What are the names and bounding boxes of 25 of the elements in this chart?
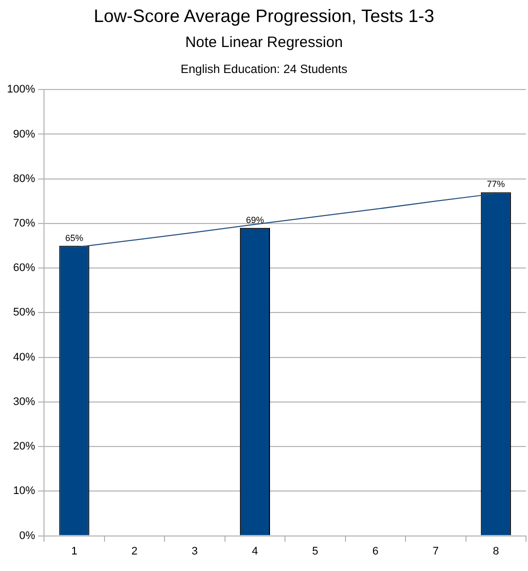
y-tick-label: 0% — [19, 530, 36, 542]
x-tick-label: 1 — [71, 545, 78, 558]
y-tick-label: 70% — [13, 217, 36, 230]
text: English Education: 24 Students — [180, 62, 348, 78]
y-tick-label: 10% — [13, 485, 36, 498]
data-label: 69% — [246, 214, 264, 225]
x-tick-label: 2 — [131, 545, 138, 558]
y-tick-label: 90% — [13, 128, 36, 140]
x-tick-label: 4 — [252, 545, 258, 558]
y-tick-label: 60% — [13, 262, 36, 274]
data-label: 77% — [486, 179, 505, 190]
y-tick-label: 80% — [13, 172, 36, 185]
x-tick-label: 3 — [192, 545, 198, 558]
y-tick-label: 50% — [13, 306, 36, 319]
y-tick-label: 100% — [6, 84, 36, 96]
x-tick-label: 8 — [492, 545, 499, 558]
y-tick-label: 30% — [13, 396, 36, 408]
chart-subtitle: Note Linear Regression — [184, 34, 344, 53]
y-tick-label: 40% — [13, 351, 36, 364]
x-tick-label: 5 — [312, 545, 318, 558]
data-label: 65% — [65, 232, 84, 243]
y-tick-label: 20% — [13, 440, 36, 453]
x-tick-label: 7 — [432, 545, 439, 558]
x-tick-label: 6 — [372, 545, 378, 558]
chart-title: Low-Score Average Progression, Tests 1-3 — [92, 6, 436, 28]
